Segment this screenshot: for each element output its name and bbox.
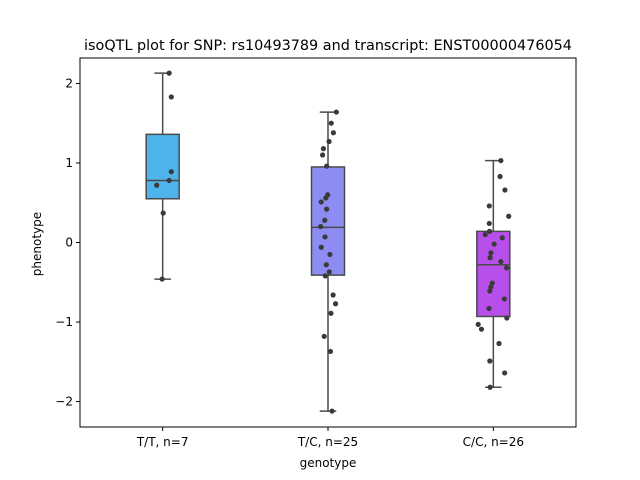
- data-point: [327, 251, 333, 258]
- data-point: [326, 269, 332, 275]
- data-point: [318, 244, 324, 250]
- data-point: [503, 265, 510, 271]
- y-axis-label: phenotype: [30, 212, 44, 276]
- points-group: [318, 109, 339, 414]
- x-tick-label: T/T, n=7: [136, 435, 189, 449]
- points-group: [475, 157, 512, 390]
- data-point: [327, 348, 334, 355]
- data-point: [487, 358, 493, 364]
- data-point: [325, 192, 331, 198]
- data-point: [322, 234, 328, 240]
- data-point: [487, 384, 493, 390]
- y-tick-label: −2: [55, 395, 73, 409]
- data-point: [491, 241, 497, 247]
- data-point: [486, 305, 492, 312]
- data-point: [168, 169, 174, 175]
- data-point: [486, 228, 493, 234]
- data-point: [322, 217, 328, 223]
- data-point: [324, 206, 330, 212]
- data-point: [499, 235, 505, 241]
- data-point: [475, 321, 481, 328]
- data-point: [166, 177, 172, 184]
- data-point: [322, 273, 328, 279]
- box-group: [310, 111, 346, 412]
- data-point: [318, 199, 324, 205]
- data-point: [328, 120, 334, 126]
- data-point: [496, 340, 502, 347]
- box-group: [145, 72, 180, 280]
- data-point: [330, 130, 336, 136]
- points-group: [154, 70, 174, 282]
- data-point: [498, 258, 504, 265]
- data-point: [160, 210, 166, 216]
- data-point: [332, 301, 339, 307]
- data-point: [497, 173, 503, 180]
- data-point: [502, 370, 508, 376]
- data-point: [487, 288, 493, 294]
- data-point: [159, 276, 165, 282]
- x-tick-label: C/C, n=26: [463, 435, 524, 449]
- data-point: [487, 255, 493, 261]
- data-point: [329, 408, 335, 414]
- data-point: [328, 310, 334, 316]
- data-point: [486, 203, 492, 209]
- data-point: [486, 220, 492, 227]
- x-axis-label: genotype: [300, 456, 357, 470]
- plot-area: [145, 70, 512, 414]
- data-point: [482, 231, 488, 238]
- data-point: [166, 70, 172, 76]
- data-point: [333, 109, 339, 115]
- data-point: [320, 152, 326, 158]
- chart-title: isoQTL plot for SNP: rs10493789 and tran…: [84, 38, 572, 54]
- x-axis: T/T, n=7 T/C, n=25 C/C, n=26: [136, 427, 524, 449]
- y-tick-label: 2: [65, 76, 73, 90]
- data-point: [488, 284, 494, 290]
- y-tick-label: −1: [55, 315, 73, 329]
- data-point: [478, 326, 485, 332]
- y-tick-label: 1: [65, 156, 73, 170]
- data-point: [506, 213, 512, 219]
- data-point: [318, 223, 324, 230]
- data-point: [323, 262, 329, 268]
- box: [310, 166, 346, 276]
- y-axis: 2 1 0 −1 −2: [55, 76, 80, 409]
- data-point: [504, 315, 510, 321]
- data-point: [321, 333, 327, 339]
- data-point: [324, 163, 330, 169]
- data-point: [330, 292, 336, 298]
- x-tick-label: T/C, n=25: [297, 435, 358, 449]
- box: [145, 133, 180, 200]
- data-point: [489, 280, 495, 286]
- data-point: [488, 250, 494, 256]
- data-point: [502, 187, 508, 193]
- data-point: [326, 138, 332, 145]
- data-point: [154, 182, 160, 188]
- data-point: [498, 157, 504, 164]
- data-point: [320, 146, 327, 152]
- data-point: [168, 94, 174, 100]
- y-tick-label: 0: [65, 236, 73, 250]
- data-point: [501, 296, 508, 302]
